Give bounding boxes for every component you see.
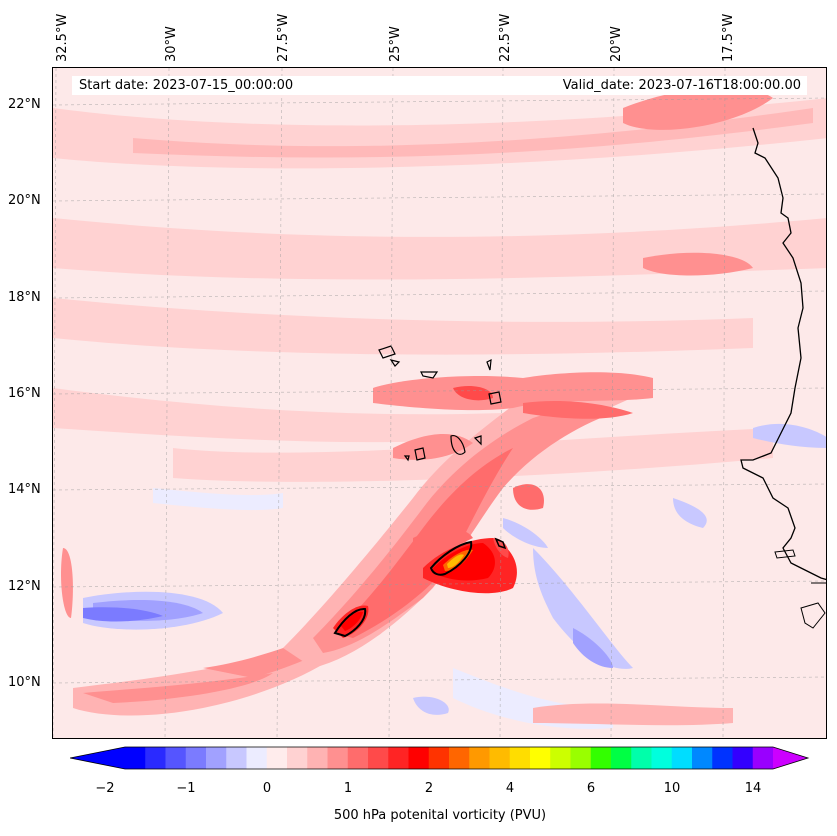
cbar-tick-1: 1: [343, 781, 353, 796]
lon-label-17.5w: 17.5°W: [721, 13, 736, 62]
colorbar-segment: [611, 747, 632, 769]
pv-field: [53, 68, 826, 738]
colorbar-outline: [70, 746, 810, 770]
colorbar: [70, 746, 810, 770]
colorbar-segment: [388, 747, 409, 769]
lon-label-20w: 20°W: [609, 26, 624, 62]
valid-date-label: Valid_date: 2023-07-16T18:00:00.00: [562, 78, 801, 93]
cbar-tick-14: 14: [744, 781, 762, 796]
colorbar-segment: [408, 747, 430, 769]
cape-verde-islands: [378, 345, 502, 462]
colorbar-segment: [732, 747, 754, 769]
lat-label-12n: 12°N: [8, 579, 41, 594]
colorbar-segment: [185, 747, 207, 769]
colorbar-segment: [692, 747, 713, 769]
colorbar-segment: [651, 747, 673, 769]
colorbar-extend-max: [773, 747, 808, 769]
lon-label-30w: 30°W: [164, 26, 179, 62]
pv-band-mid: [53, 218, 826, 280]
colorbar-segment: [712, 747, 733, 769]
cbar-tick-2: 2: [424, 781, 434, 796]
cbar-tick-neg1: −1: [176, 781, 196, 796]
lat-label-22n: 22°N: [8, 97, 41, 112]
colorbar-segment: [449, 747, 470, 769]
cbar-tick-0: 0: [262, 781, 272, 796]
colorbar-segment: [327, 747, 349, 769]
colorbar-segment: [671, 747, 693, 769]
colorbar-segment: [145, 747, 166, 769]
colorbar-segment: [428, 747, 450, 769]
colorbar-segment: [307, 747, 328, 769]
colorbar-segment: [368, 747, 389, 769]
colorbar-segment: [226, 747, 247, 769]
cbar-tick-10: 10: [663, 781, 681, 796]
african-coastline: [740, 127, 826, 581]
lon-label-25w: 25°W: [388, 26, 403, 62]
colorbar-segment: [165, 747, 187, 769]
colorbar-segment: [266, 747, 288, 769]
lat-label-16n: 16°N: [8, 386, 41, 401]
lat-label-18n: 18°N: [8, 290, 41, 305]
colorbar-segment: [469, 747, 490, 769]
colorbar-segment: [550, 747, 571, 769]
lat-label-20n: 20°N: [8, 193, 41, 208]
colorbar-segment: [509, 747, 531, 769]
header-band: [72, 76, 807, 95]
colorbar-label: 500 hPa potenital vorticity (PVU): [333, 808, 547, 823]
colorbar-segment: [246, 747, 268, 769]
graticule: [53, 68, 826, 738]
colorbar-segment: [530, 747, 551, 769]
colorbar-segment: [206, 747, 227, 769]
lat-label-10n: 10°N: [8, 675, 41, 690]
colorbar-segment: [287, 747, 308, 769]
colorbar-segment: [631, 747, 652, 769]
colorbar-segment: [125, 747, 146, 769]
lon-label-27.5w: 27.5°W: [276, 13, 291, 62]
pv-contour-central: [429, 540, 473, 576]
lon-label-22.5w: 22.5°W: [498, 13, 513, 62]
pv-contour-west: [333, 607, 367, 638]
cbar-tick-neg2: −2: [95, 781, 115, 796]
cbar-tick-6: 6: [586, 781, 596, 796]
cbar-tick-4: 4: [505, 781, 515, 796]
colorbar-segment: [570, 747, 592, 769]
lon-label-32.5w: 32.5°W: [55, 13, 70, 62]
pv-negative-east: [533, 548, 633, 669]
start-date-label: Start date: 2023-07-15_00:00:00: [79, 78, 294, 93]
map-panel: [52, 67, 827, 739]
colorbar-extend-min: [70, 747, 125, 769]
colorbar-segment: [347, 747, 369, 769]
lat-label-14n: 14°N: [8, 482, 41, 497]
colorbar-segment: [489, 747, 511, 769]
colorbar-segment: [590, 747, 612, 769]
colorbar-segment: [752, 747, 774, 769]
